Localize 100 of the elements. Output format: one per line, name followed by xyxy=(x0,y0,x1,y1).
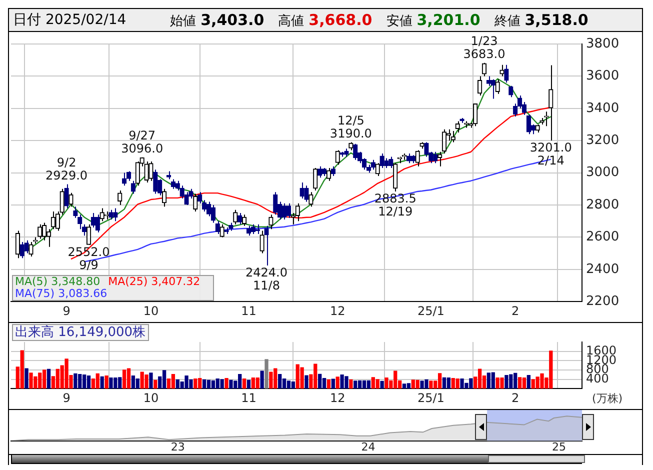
bar xyxy=(322,378,326,389)
bar xyxy=(149,372,153,389)
bar xyxy=(354,380,358,389)
candlestick xyxy=(406,152,412,164)
bar xyxy=(74,373,78,389)
candlestick xyxy=(148,161,154,182)
annotation: 2424.0 11/8 xyxy=(246,266,288,293)
candlestick xyxy=(500,64,504,77)
bar xyxy=(442,377,446,389)
bar xyxy=(144,374,148,389)
candlestick xyxy=(300,182,304,200)
bar xyxy=(300,367,304,389)
candlestick xyxy=(246,225,252,236)
candlestick xyxy=(153,169,158,194)
candlestick xyxy=(24,240,29,254)
bar xyxy=(42,370,46,389)
bar xyxy=(331,378,335,389)
bar xyxy=(349,379,353,389)
candlestick xyxy=(38,224,42,240)
candlestick xyxy=(100,208,104,222)
candlestick xyxy=(233,209,238,225)
bar xyxy=(162,370,166,389)
candlestick xyxy=(135,161,140,186)
candlestick xyxy=(130,180,136,194)
candlestick xyxy=(450,130,456,143)
bar xyxy=(318,374,322,389)
x-tick-label: 11 xyxy=(241,304,256,318)
x-tick-label: 11 xyxy=(241,390,256,405)
bar xyxy=(46,368,51,389)
candlestick xyxy=(548,64,554,141)
bar xyxy=(96,373,100,389)
candlestick xyxy=(380,152,384,168)
candlestick xyxy=(144,161,149,183)
bar xyxy=(211,380,216,389)
annotation: 3201.0 2/14 xyxy=(530,140,572,168)
y-tick-label: 3000 xyxy=(586,165,620,180)
candlestick xyxy=(375,162,380,177)
x-tick-label: 2 xyxy=(512,390,520,405)
annotation: 9/2 2929.0 xyxy=(46,155,88,182)
chart-title: 出来高 16,149,000株 xyxy=(12,324,149,341)
candlestick xyxy=(273,192,278,216)
candlestick xyxy=(286,202,292,218)
candlestick xyxy=(210,204,216,224)
candlestick xyxy=(490,78,496,100)
bar xyxy=(326,379,331,389)
x-tick-label: 24 xyxy=(361,440,376,454)
x-tick-label: 9 xyxy=(62,390,70,405)
candlestick xyxy=(46,228,52,248)
x-tick-label: 25 xyxy=(552,440,566,454)
annotation: 12/5 3190.0 xyxy=(330,113,372,140)
x-tick-label: 25/1 xyxy=(417,390,444,405)
text: MA(5) 3,348.80 xyxy=(15,274,100,288)
candlestick xyxy=(260,230,264,254)
candlestick xyxy=(42,222,47,241)
candlestick xyxy=(73,206,78,218)
candlestick xyxy=(108,209,114,220)
y-tick-label: 2600 xyxy=(586,230,620,245)
bar xyxy=(291,382,295,389)
candlestick xyxy=(295,202,300,222)
bar xyxy=(446,378,451,389)
bar xyxy=(304,375,308,389)
bar xyxy=(438,373,442,389)
bar xyxy=(429,380,433,389)
candlestick xyxy=(206,201,212,217)
bar xyxy=(86,375,91,389)
y-tick-label: 3800 xyxy=(586,36,620,52)
candlestick xyxy=(15,230,20,259)
text: 始値 3,403.0 xyxy=(170,10,264,28)
bar xyxy=(456,378,460,389)
candlestick xyxy=(477,76,482,96)
text: 高値 3,668.0 xyxy=(278,10,372,28)
bar xyxy=(416,380,420,389)
candlestick xyxy=(170,178,176,190)
candlestick xyxy=(308,192,314,208)
bar xyxy=(504,374,508,389)
candlestick xyxy=(220,224,224,238)
bar xyxy=(220,379,224,389)
bar xyxy=(518,377,522,389)
candlestick xyxy=(473,103,478,127)
bar xyxy=(366,380,371,389)
bar xyxy=(24,368,28,389)
bar xyxy=(154,380,158,389)
bar xyxy=(206,380,211,389)
candlestick xyxy=(495,78,500,94)
bar xyxy=(82,374,86,389)
candlestick xyxy=(28,242,34,258)
candlestick xyxy=(64,184,69,209)
candlestick xyxy=(118,190,122,206)
x-tick-label: 23 xyxy=(170,440,185,454)
candlestick xyxy=(238,212,242,225)
bar xyxy=(166,378,171,389)
bar xyxy=(20,350,24,389)
candlestick xyxy=(442,128,447,154)
candlestick xyxy=(353,143,358,160)
candlestick xyxy=(20,242,24,259)
candlestick xyxy=(282,202,287,220)
candlestick xyxy=(455,120,460,134)
bar xyxy=(242,378,246,389)
bar xyxy=(229,380,233,389)
candlestick xyxy=(526,114,532,135)
